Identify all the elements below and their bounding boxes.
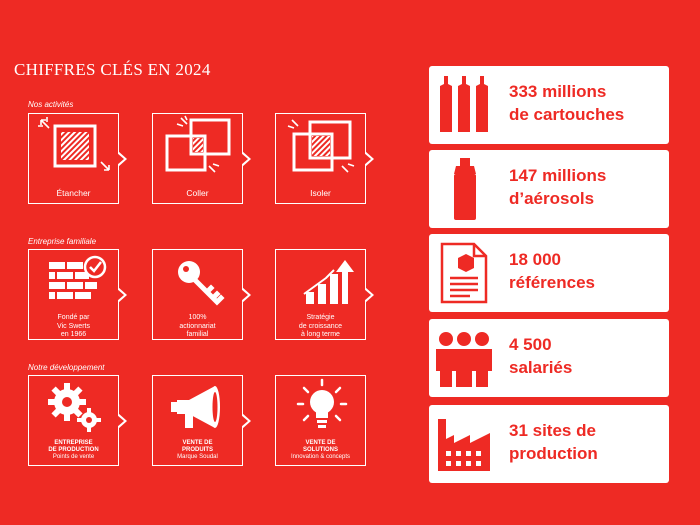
tile-strategy: Stratégie de croissance à long terme	[275, 249, 374, 340]
bonding-squares-icon	[153, 114, 244, 176]
lightbulb-icon	[276, 376, 367, 438]
people-icon	[429, 319, 499, 397]
tile-caption: Isoler	[310, 187, 331, 198]
tile-shareholding: 100% actionnariat familial	[152, 249, 251, 340]
tile-caption: VENTE DE SOLUTIONS Innovation & concepts	[290, 440, 351, 460]
stat-aerosols: 147 millions d’aérosols	[429, 150, 669, 228]
tile-etancher: Étancher	[28, 113, 127, 204]
tile-isoler: Isoler	[275, 113, 374, 204]
stat-text: 4 500 salariés	[509, 335, 573, 377]
stat-employees: 4 500 salariés	[429, 319, 669, 397]
sealing-square-icon	[29, 114, 120, 176]
stat-text: 147 millions d’aérosols	[509, 166, 607, 208]
factory-icon	[429, 405, 499, 483]
gears-icon	[29, 376, 120, 438]
section-label-activities: Nos activités	[28, 100, 74, 109]
cartridges-icon	[429, 66, 499, 144]
tile-founded: Fondé par Vic Swerts en 1966	[28, 249, 127, 340]
tile-products: VENTE DE PRODUITS Marque Soudal	[152, 375, 251, 466]
tile-caption: ENTREPRISE DE PRODUCTION Points de vente	[48, 440, 99, 460]
section-label-development: Notre développement	[28, 363, 105, 372]
tile-caption: Étancher	[56, 187, 91, 198]
document-box-icon	[429, 234, 499, 312]
stat-text: 18 000 références	[509, 250, 596, 292]
insulating-square-icon	[276, 114, 367, 176]
stat-references: 18 000 références	[429, 234, 669, 312]
stat-cartridges: 333 millions de cartouches	[429, 66, 669, 144]
tile-caption: Stratégie de croissance à long terme	[298, 314, 343, 338]
tile-solutions: VENTE DE SOLUTIONS Innovation & concepts	[275, 375, 366, 466]
tile-caption: VENTE DE PRODUITS Marque Soudal	[177, 440, 218, 460]
tile-production: ENTREPRISE DE PRODUCTION Points de vente	[28, 375, 127, 466]
brick-wall-check-icon	[29, 250, 120, 312]
section-label-family: Entreprise familiale	[28, 237, 97, 246]
stat-text: 31 sites de production	[509, 421, 598, 463]
key-icon	[153, 250, 244, 312]
tile-caption: 100% actionnariat familial	[179, 314, 216, 338]
megaphone-icon	[153, 376, 244, 438]
aerosol-icon	[429, 150, 499, 228]
tile-coller: Coller	[152, 113, 251, 204]
stat-text: 333 millions de cartouches	[509, 82, 625, 124]
stat-sites: 31 sites de production	[429, 405, 669, 483]
page-title: CHIFFRES CLÉS EN 2024	[14, 60, 211, 79]
tile-caption: Coller	[186, 187, 209, 198]
tile-caption: Fondé par Vic Swerts en 1966	[57, 314, 90, 338]
growth-chart-icon	[276, 250, 367, 312]
